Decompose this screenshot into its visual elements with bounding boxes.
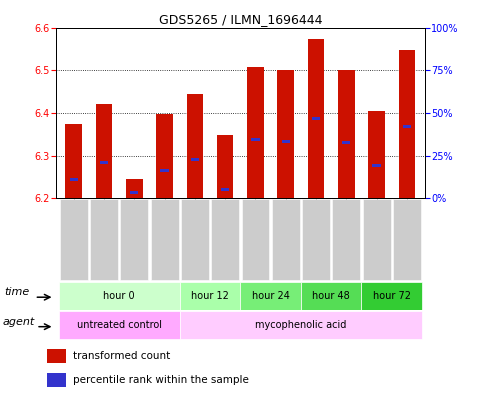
FancyBboxPatch shape (242, 199, 270, 280)
Text: mycophenolic acid: mycophenolic acid (255, 320, 347, 330)
FancyBboxPatch shape (363, 199, 391, 280)
Text: hour 24: hour 24 (252, 291, 289, 301)
Bar (130, 191, 139, 195)
Title: GDS5265 / ILMN_1696444: GDS5265 / ILMN_1696444 (158, 13, 322, 26)
Text: hour 0: hour 0 (103, 291, 135, 301)
FancyBboxPatch shape (181, 199, 209, 280)
FancyBboxPatch shape (301, 282, 361, 310)
Bar (217, 135, 233, 198)
FancyBboxPatch shape (58, 282, 180, 310)
Bar (398, 50, 415, 198)
Bar (156, 114, 173, 198)
FancyBboxPatch shape (90, 199, 118, 280)
FancyBboxPatch shape (211, 199, 239, 280)
Text: percentile rank within the sample: percentile rank within the sample (72, 375, 249, 385)
Bar (338, 70, 355, 198)
Text: agent: agent (3, 317, 35, 327)
Text: transformed count: transformed count (72, 351, 170, 361)
Bar (221, 187, 229, 191)
FancyBboxPatch shape (332, 199, 360, 280)
FancyBboxPatch shape (180, 282, 241, 310)
Text: untreated control: untreated control (77, 320, 162, 330)
Bar (308, 39, 325, 198)
Text: hour 12: hour 12 (191, 291, 229, 301)
Bar (191, 158, 199, 161)
FancyBboxPatch shape (393, 199, 421, 280)
Bar (186, 94, 203, 198)
Bar (372, 163, 381, 167)
Bar (282, 140, 290, 143)
Text: hour 48: hour 48 (313, 291, 350, 301)
Bar (126, 179, 142, 198)
FancyBboxPatch shape (241, 282, 301, 310)
Bar (247, 67, 264, 198)
FancyBboxPatch shape (302, 199, 330, 280)
Bar (403, 125, 411, 128)
Bar (47, 349, 66, 364)
Bar (368, 111, 385, 198)
FancyBboxPatch shape (120, 199, 148, 280)
Bar (342, 141, 351, 144)
Bar (96, 105, 113, 198)
Bar (160, 169, 169, 172)
Bar (70, 178, 78, 181)
Bar (251, 138, 259, 141)
Bar (312, 117, 320, 120)
Bar (100, 161, 108, 163)
FancyBboxPatch shape (361, 282, 422, 310)
FancyBboxPatch shape (151, 199, 179, 280)
Text: hour 72: hour 72 (373, 291, 411, 301)
Text: time: time (4, 287, 29, 297)
Bar (65, 124, 82, 198)
Bar (277, 70, 294, 198)
FancyBboxPatch shape (272, 199, 299, 280)
FancyBboxPatch shape (60, 199, 87, 280)
FancyBboxPatch shape (58, 311, 180, 339)
Bar (47, 373, 66, 387)
FancyBboxPatch shape (180, 311, 422, 339)
